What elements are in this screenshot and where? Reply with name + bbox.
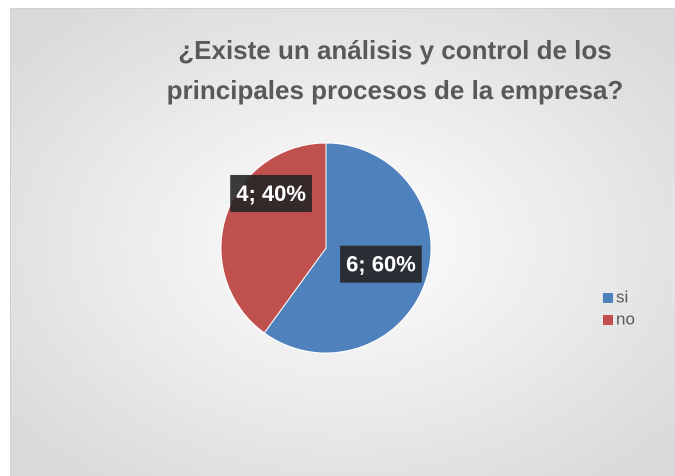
legend-label: si bbox=[616, 287, 628, 306]
data-label-box bbox=[340, 245, 422, 283]
chart-title: ¿Existe un análisis y control de los pri… bbox=[166, 35, 624, 105]
legend-swatch bbox=[603, 293, 613, 303]
data-label: 4; 40% bbox=[236, 181, 306, 206]
data-label: 6; 60% bbox=[346, 252, 416, 277]
legend-swatch bbox=[603, 315, 613, 325]
legend-label: no bbox=[616, 309, 635, 328]
data-label-box bbox=[230, 174, 312, 212]
